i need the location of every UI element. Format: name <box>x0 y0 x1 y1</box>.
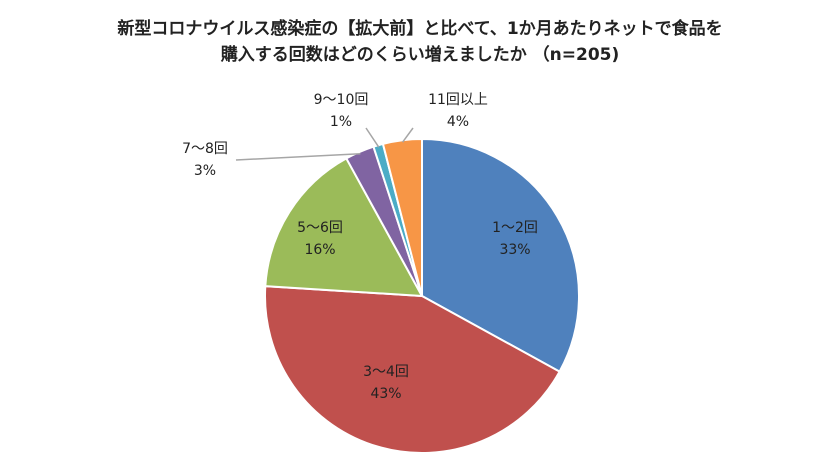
slice-3 <box>264 157 424 298</box>
slice-percent-2: 43% <box>370 386 401 402</box>
chart-title-line-2: 購入する回数はどのくらい増えましたか （n=205) <box>220 45 620 65</box>
slice-percent-6: 4% <box>447 114 469 130</box>
slice-label-2: 3～4回 <box>363 364 409 380</box>
leader-line-4 <box>235 152 361 161</box>
slice-percent-4: 3% <box>194 163 216 179</box>
slice-label-4: 7～8回 <box>182 141 228 157</box>
slice-2 <box>264 285 561 454</box>
leader-line-5 <box>365 127 380 148</box>
slice-label-6: 11回以上 <box>428 92 488 108</box>
chart-title: 新型コロナウイルス感染症の【拡大前】と比べて、1か月あたりネットで食品を 購入す… <box>0 16 840 68</box>
slice-label-3: 5～6回 <box>297 220 343 236</box>
slice-percent-1: 33% <box>499 242 530 258</box>
slice-label-5: 9～10回 <box>314 92 369 108</box>
leader-line-6 <box>401 127 414 143</box>
slice-percent-3: 16% <box>304 242 335 258</box>
leader-lines <box>235 127 414 161</box>
slice-percent-5: 1% <box>330 114 352 130</box>
slice-labels: 1～2回 33% 3～4回 43% 5～6回 16% 7～8回 3% 9～10回 1% 11回以上 4… <box>182 92 538 402</box>
pie-slices <box>264 137 580 454</box>
slice-1 <box>421 137 580 373</box>
chart-title-line-1: 新型コロナウイルス感染症の【拡大前】と比べて、1か月あたりネットで食品を <box>117 19 723 39</box>
slice-label-1: 1～2回 <box>492 220 538 236</box>
slice-6 <box>381 137 423 297</box>
